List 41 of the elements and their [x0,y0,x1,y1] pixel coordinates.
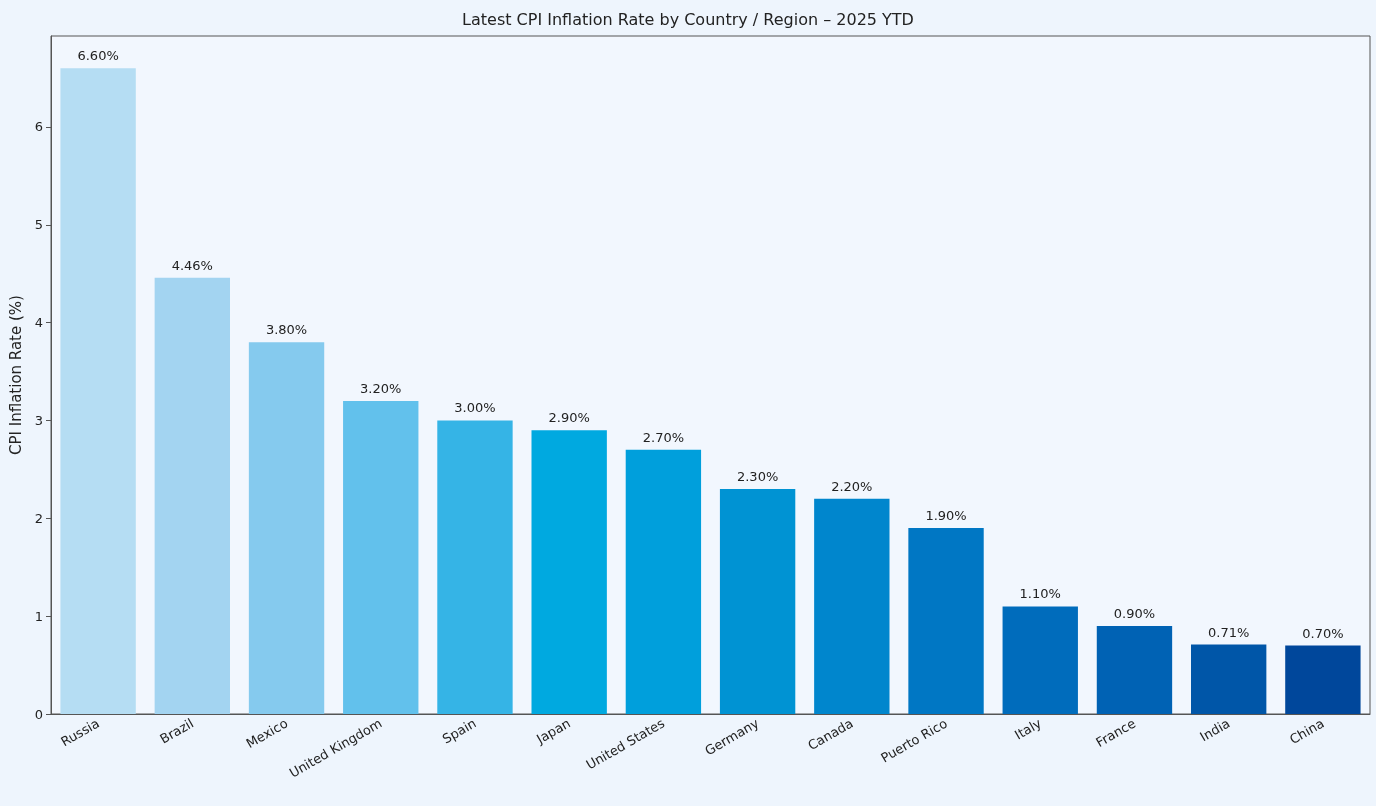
bar [814,498,890,714]
data-label: 3.00% [454,400,496,416]
y-tick-label: 6 [34,119,43,135]
y-tick-label: 1 [34,608,43,624]
data-label: 3.80% [265,322,308,338]
bar [908,528,984,714]
bar [154,277,231,714]
data-label: 2.90% [548,410,590,426]
data-label: 1.90% [925,508,967,524]
data-label: 0.90% [1113,605,1156,621]
data-label: 1.10% [1019,586,1061,602]
bar [531,430,607,714]
y-tick-label: 5 [34,217,43,233]
y-tick-label: 2 [34,510,43,526]
data-label: 2.70% [642,429,685,445]
bar [248,342,325,714]
bar [1096,625,1173,714]
bar [719,488,796,714]
y-tick-label: 4 [34,315,43,331]
bar [625,449,702,714]
y-tick-label: 0 [34,706,43,722]
x-tick-label: India [1197,715,1233,745]
y-axis-title: CPI Inflation Rate (%) [6,295,25,455]
data-label: 2.30% [736,468,779,484]
x-tick-label: China [1287,715,1327,748]
x-tick-label: Italy [1012,715,1045,743]
bar [1190,644,1267,714]
data-label: 2.20% [831,478,873,494]
bar [1285,645,1361,714]
data-label: 0.71% [1208,624,1250,640]
data-label: 6.60% [77,48,119,64]
bar [343,400,419,714]
data-label: 3.20% [360,380,402,396]
x-tick-label: Spain [439,715,479,747]
bar [437,420,513,714]
bar [1002,606,1078,714]
data-label: 4.46% [171,257,213,273]
y-tick-label: 3 [34,412,43,428]
bar [60,68,136,714]
chart-title: Latest CPI Inflation Rate by Country / Region – 2025 YTD [462,9,914,29]
data-label: 0.70% [1302,625,1344,641]
